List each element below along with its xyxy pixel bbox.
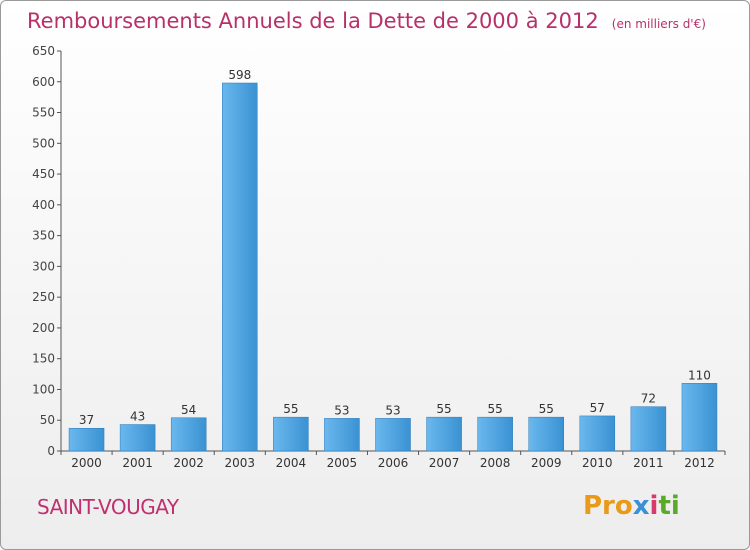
brand-part: i — [649, 491, 659, 521]
y-tick-label: 150 — [32, 352, 55, 366]
y-tick-label: 450 — [32, 167, 55, 181]
bar-2002 — [170, 417, 207, 452]
bar-value-label: 55 — [488, 402, 503, 416]
y-tick-label: 650 — [32, 44, 55, 58]
data-labels: 37 43 54 598 55 53 53 55 55 55 57 72 110 — [79, 68, 711, 427]
bar-2000 — [68, 427, 105, 452]
brand-part: ti — [658, 491, 680, 521]
proxiti-logo: Proxiti — [583, 491, 680, 521]
bar-value-label: 53 — [385, 403, 400, 417]
y-tick-label: 100 — [32, 382, 55, 396]
chart-title: Remboursements Annuels de la Dette de 20… — [27, 9, 599, 33]
bar-value-label: 55 — [436, 402, 451, 416]
bar-value-label: 57 — [590, 401, 605, 415]
bar-2009 — [528, 416, 564, 452]
bar-2006 — [375, 418, 411, 452]
y-tick-label: 200 — [32, 321, 55, 335]
y-tick-label: 550 — [32, 106, 55, 120]
bar-2005 — [324, 418, 360, 452]
chart-unit: (en milliers d'€) — [611, 17, 706, 31]
bar-value-label: 53 — [334, 403, 349, 417]
y-tick-label: 500 — [32, 136, 55, 150]
x-tick-label: 2002 — [173, 456, 204, 470]
x-tick-label: 2012 — [684, 456, 715, 470]
y-tick-label: 400 — [32, 198, 55, 212]
bar-2001 — [119, 424, 156, 452]
y-axis: 0 50 100 150 200 250 300 350 400 450 500 550 600 650 — [32, 44, 62, 458]
x-axis: 2000 2001 2002 2003 2004 2005 2006 2007 2008 2009… — [60, 450, 726, 470]
bar-value-label: 55 — [539, 402, 554, 416]
y-tick-label: 50 — [40, 413, 55, 427]
y-tick-label: 350 — [32, 229, 55, 243]
y-tick-label: 0 — [47, 444, 55, 458]
brand-part: x — [632, 491, 650, 521]
bar-value-label: 54 — [181, 403, 196, 417]
bar-value-label: 598 — [228, 68, 251, 82]
bar-2004 — [273, 416, 309, 452]
bar-2012 — [681, 383, 718, 452]
x-tick-label: 2005 — [327, 456, 358, 470]
bar-value-label: 37 — [79, 413, 94, 427]
bar-value-label: 55 — [283, 402, 298, 416]
y-tick-label: 250 — [32, 290, 55, 304]
x-tick-label: 2000 — [71, 456, 102, 470]
y-tick-label: 300 — [32, 259, 55, 273]
bar-2003 — [222, 82, 258, 452]
x-tick-label: 2009 — [531, 456, 562, 470]
bars — [68, 82, 718, 452]
title-row: Remboursements Annuels de la Dette de 20… — [27, 9, 706, 33]
bar-2007 — [426, 416, 462, 452]
x-tick-label: 2004 — [276, 456, 307, 470]
x-tick-label: 2008 — [480, 456, 511, 470]
brand-part: Pro — [583, 491, 633, 521]
bar-2011 — [630, 406, 667, 452]
commune-name: SAINT-VOUGAY — [37, 495, 179, 519]
bar-value-label: 110 — [688, 368, 711, 382]
x-tick-label: 2006 — [378, 456, 409, 470]
x-tick-label: 2007 — [429, 456, 460, 470]
y-tick-label: 600 — [32, 75, 55, 89]
bar-value-label: 72 — [641, 392, 656, 406]
x-tick-label: 2001 — [122, 456, 153, 470]
x-tick-label: 2003 — [224, 456, 255, 470]
x-tick-label: 2011 — [633, 456, 664, 470]
bar-2008 — [477, 416, 513, 452]
bar-2010 — [579, 415, 616, 452]
x-tick-label: 2010 — [582, 456, 613, 470]
bar-value-label: 43 — [130, 410, 145, 424]
